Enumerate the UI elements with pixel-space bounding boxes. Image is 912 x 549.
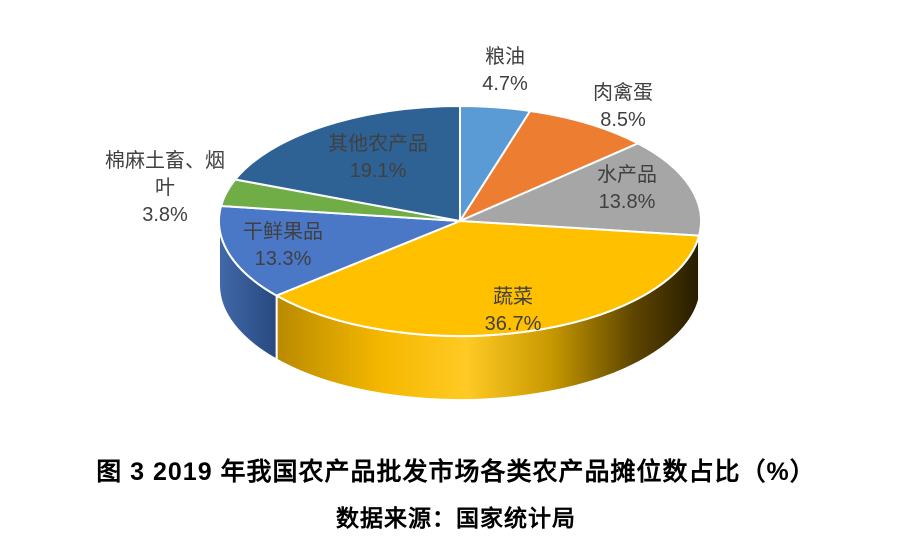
pie-slice-肉禽蛋: [459, 109, 639, 222]
data-source-caption: 数据来源：国家统计局: [336, 505, 576, 531]
pie-slice-蔬菜: [275, 220, 701, 337]
figure-caption: 图 3 2019 年我国农产品批发市场各类农产品摊位数占比（%）: [96, 458, 816, 486]
pie-slice-其他农产品: [234, 105, 461, 222]
pie-slice-水产品: [459, 142, 702, 237]
pie-slice-干鲜果品: [218, 205, 461, 297]
pie-chart-3d: [218, 105, 702, 401]
